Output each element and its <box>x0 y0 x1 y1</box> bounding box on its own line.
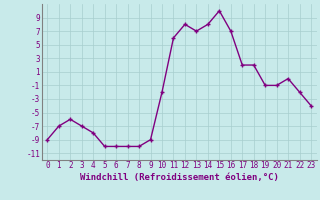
X-axis label: Windchill (Refroidissement éolien,°C): Windchill (Refroidissement éolien,°C) <box>80 173 279 182</box>
